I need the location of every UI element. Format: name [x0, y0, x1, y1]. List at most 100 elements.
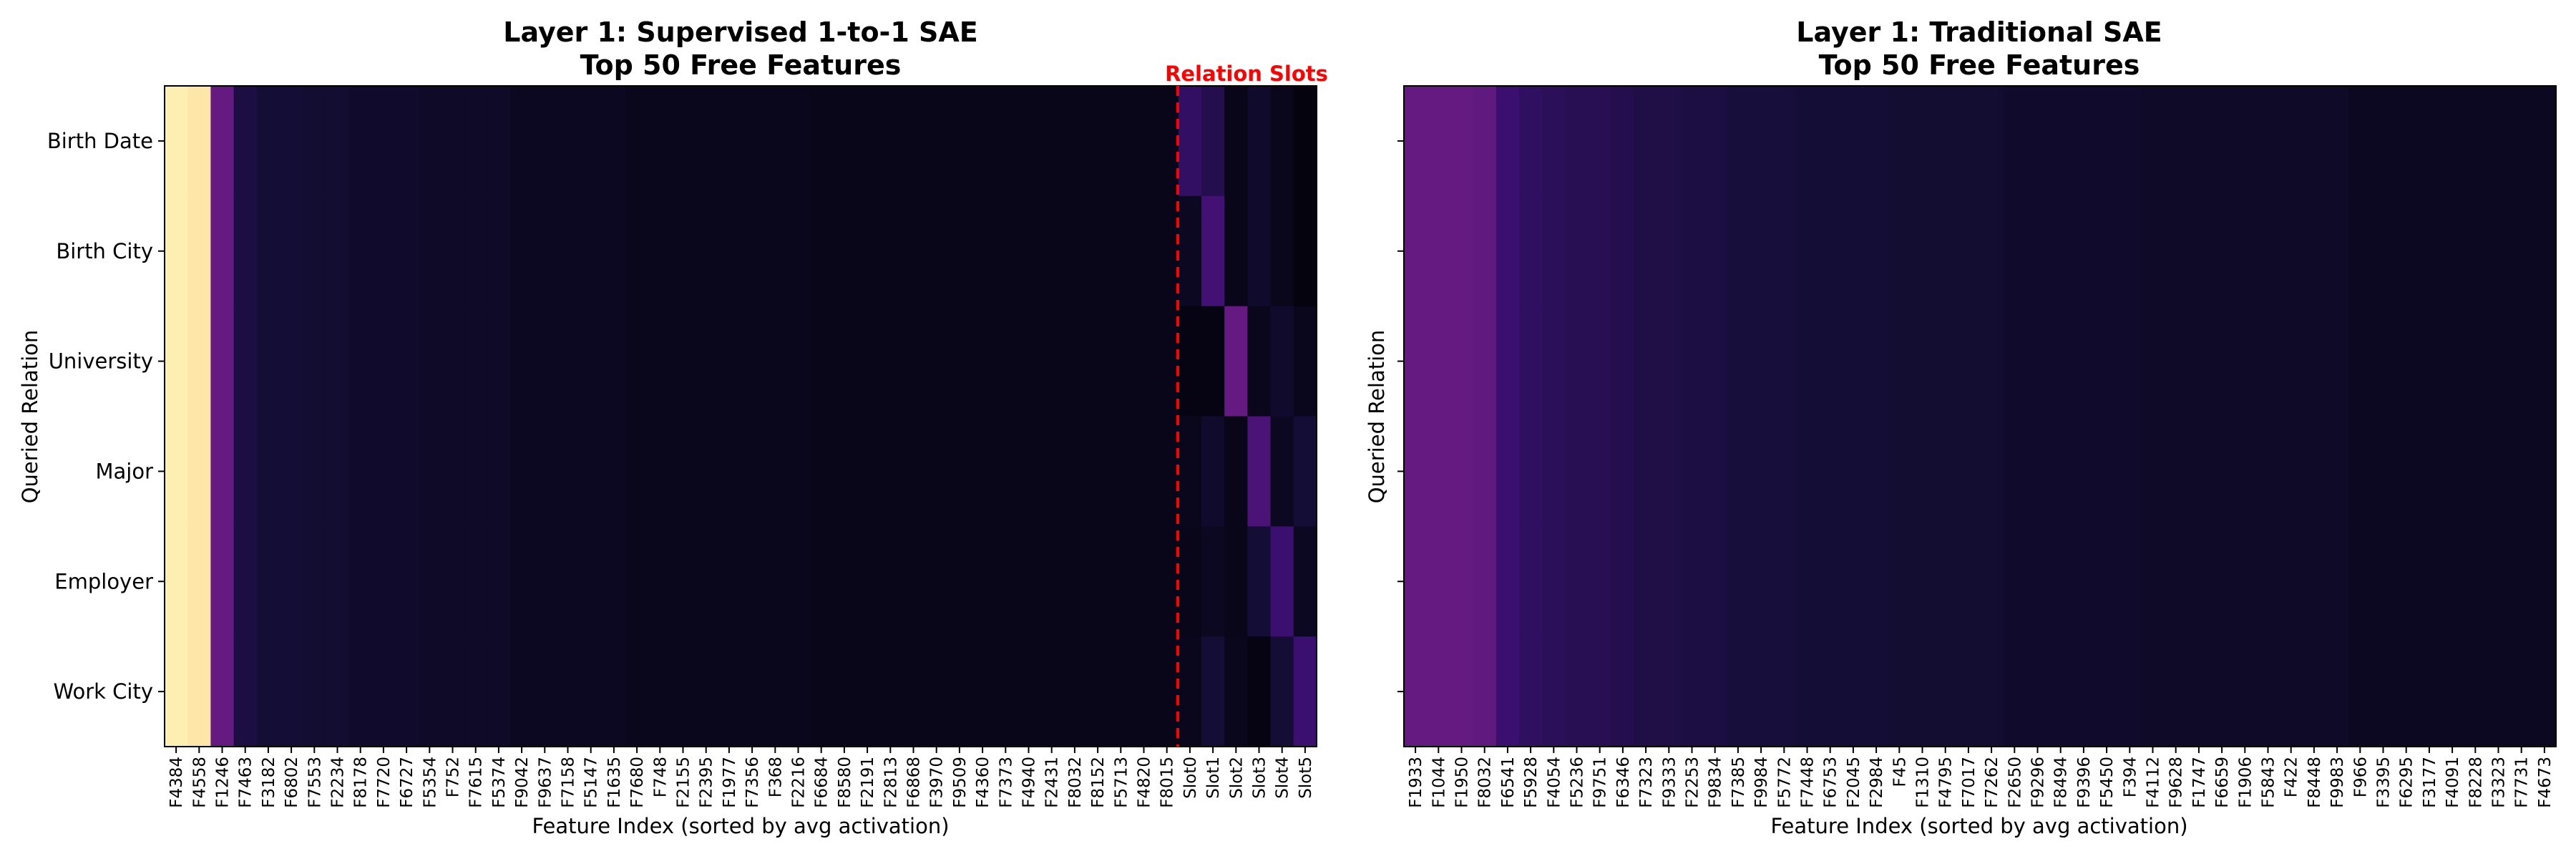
left-x-tick-label: Slot5	[1297, 757, 1315, 799]
left-cell	[487, 416, 511, 527]
left-cell	[947, 526, 972, 637]
left-cell	[533, 86, 557, 197]
left-cell	[579, 306, 603, 417]
right-cell	[1450, 416, 1474, 527]
left-cell	[971, 306, 995, 417]
left-cell	[187, 86, 211, 197]
right-cell	[2509, 306, 2534, 417]
left-cell	[579, 195, 603, 307]
left-cell	[671, 416, 696, 527]
left-cell	[1132, 195, 1156, 307]
left-cell	[879, 526, 902, 637]
left-cell	[487, 86, 511, 197]
right-cell	[1588, 306, 1612, 417]
right-x-tick-label: F3323	[2490, 757, 2509, 808]
left-cell	[464, 86, 488, 197]
right-cell	[2118, 636, 2142, 747]
right-cell	[1519, 306, 1543, 417]
left-cell	[1247, 306, 1272, 417]
left-cell	[1178, 195, 1202, 307]
left-cell	[625, 86, 649, 197]
left-x-tick-label: F6802	[283, 757, 301, 808]
right-x-tick-label: F4795	[1937, 757, 1956, 808]
left-cell	[1086, 416, 1110, 527]
left-cell	[395, 636, 419, 747]
left-cell	[1063, 86, 1087, 197]
right-cell	[2394, 526, 2419, 637]
right-cell	[2256, 306, 2280, 417]
left-x-tick-label: Slot4	[1274, 757, 1292, 799]
left-x-tick-label: F4558	[190, 757, 209, 808]
left-x-tick-label: F6727	[398, 757, 416, 808]
right-cell	[2394, 86, 2419, 197]
left-cell	[556, 86, 580, 197]
right-x-tick-label: F6659	[2213, 757, 2232, 808]
right-x-tick-labels: F1933 F1044 F1950 F8032 F6541 F5928 F4054 F5236…	[1407, 747, 2555, 808]
left-cell	[165, 86, 188, 197]
right-x-tick-label: F8032	[1476, 757, 1495, 808]
left-cell	[924, 636, 949, 747]
left-x-axis-label: Feature Index (sorted by avg activation)	[532, 814, 949, 838]
right-cell	[2417, 306, 2441, 417]
left-cell	[879, 306, 902, 417]
right-cell	[2464, 636, 2487, 747]
right-cell	[1542, 416, 1566, 527]
right-cell	[2279, 416, 2303, 527]
left-x-tick-label: F2813	[882, 757, 900, 808]
left-x-tick-label: F2431	[1043, 757, 1062, 808]
right-cell	[1980, 636, 2004, 747]
left-cell	[1293, 526, 1317, 637]
left-x-tick-label: F7356	[743, 757, 762, 808]
left-cell	[1132, 636, 1156, 747]
right-x-tick-label: F1747	[2190, 757, 2209, 808]
right-cell	[2141, 526, 2165, 637]
right-cell	[1772, 636, 1796, 747]
left-cell	[418, 526, 441, 637]
right-cell	[1588, 526, 1612, 637]
right-cell	[1680, 195, 1704, 307]
left-x-tick-label: F9637	[536, 757, 555, 808]
left-cell	[994, 306, 1018, 417]
left-cell	[902, 86, 926, 197]
right-cell	[1680, 526, 1704, 637]
left-cell	[832, 636, 857, 747]
left-cell	[879, 416, 902, 527]
left-x-tick-label: F7373	[997, 757, 1015, 808]
left-y-tick-marks	[158, 140, 165, 693]
right-cell	[1496, 306, 1520, 417]
left-cell	[809, 416, 834, 527]
right-cell	[2441, 195, 2464, 307]
right-x-tick-label: F3177	[2421, 757, 2439, 808]
left-cell	[256, 416, 280, 527]
right-x-tick-label: F6346	[1614, 757, 1633, 808]
left-cell	[1201, 306, 1225, 417]
right-cell	[1427, 86, 1450, 197]
left-cell	[1201, 195, 1225, 307]
left-cell	[717, 636, 741, 747]
left-cell	[971, 195, 995, 307]
right-x-tick-label: F9296	[2029, 757, 2048, 808]
right-cell	[1588, 86, 1612, 197]
right-cell	[2348, 526, 2372, 637]
left-cell	[879, 195, 902, 307]
right-x-tick-label: F7262	[1983, 757, 2001, 808]
right-cell	[1888, 306, 1911, 417]
right-cell	[1634, 636, 1658, 747]
right-cell	[1772, 86, 1796, 197]
right-cell	[1750, 195, 1773, 307]
left-x-tick-label: F8178	[352, 757, 371, 808]
left-cell	[1017, 636, 1041, 747]
right-cell	[1450, 86, 1474, 197]
right-cell	[1450, 306, 1474, 417]
right-cell	[1611, 195, 1635, 307]
right-cell	[2256, 636, 2280, 747]
right-x-tick-label: F5450	[2098, 757, 2117, 808]
relation-slots-annotation: Relation Slots	[1165, 62, 1328, 86]
right-cell	[1795, 306, 1820, 417]
right-x-tick-label: F7731	[2513, 757, 2532, 808]
left-cell	[233, 636, 258, 747]
right-cell	[2302, 306, 2326, 417]
right-x-tick-label: F9983	[2328, 757, 2347, 808]
right-heatmap-cells	[1404, 86, 2557, 747]
right-cell	[1933, 636, 1958, 747]
